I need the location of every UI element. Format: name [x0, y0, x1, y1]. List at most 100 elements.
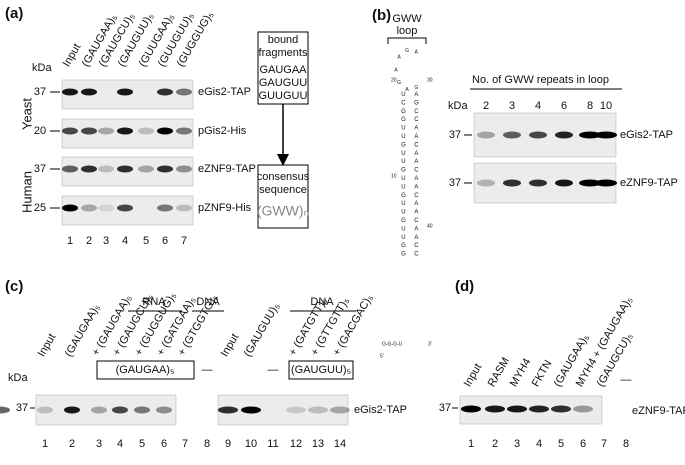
band [138, 127, 154, 135]
protein-label: eZNF9-TAP [198, 163, 256, 175]
repeat-number: 3 [509, 100, 515, 112]
position: 10 [391, 173, 397, 179]
band [579, 179, 601, 187]
band [91, 406, 107, 414]
group-label: Human [19, 171, 34, 213]
blot [217, 394, 349, 426]
band [241, 406, 261, 414]
lane-number: 10 [245, 438, 257, 450]
box-label: (GAUGAA)₅ [116, 364, 175, 376]
none-label: — [621, 374, 632, 386]
blot [35, 394, 177, 426]
flow-fragment: GUUGUU [259, 90, 308, 102]
marker-kda: 20 [34, 125, 46, 137]
lane-number: 3 [96, 438, 102, 450]
marker-kda: 37 [449, 129, 461, 141]
lane-number: 5 [143, 235, 149, 247]
protein-label: eGis2-TAP [354, 404, 407, 416]
nucleotide: A [397, 55, 401, 61]
lane-number: 3 [514, 438, 520, 450]
lane-number: 6 [580, 438, 586, 450]
flow-fragment: GAUGUU [259, 77, 307, 89]
group-label: DNA [196, 296, 220, 308]
box [96, 360, 195, 380]
lane-number: 7 [181, 235, 187, 247]
nucleotide: G [414, 85, 418, 91]
lane-number: 14 [334, 438, 346, 450]
position: 20 [391, 77, 397, 83]
band [595, 131, 617, 139]
band [62, 127, 78, 135]
marker-kda: 25 [34, 202, 46, 214]
nucleotide: G [405, 48, 409, 54]
lane-number: 4 [117, 438, 123, 450]
bracket [387, 37, 427, 44]
lane-number: 2 [492, 438, 498, 450]
band [81, 165, 97, 173]
flow-text: sequence [259, 184, 307, 196]
band [529, 131, 547, 139]
band [157, 127, 173, 135]
lane-header: Input [462, 362, 485, 389]
marker-kda: 37 [16, 402, 28, 414]
repeat-number: 4 [535, 100, 541, 112]
band [81, 88, 97, 96]
band [330, 406, 350, 414]
lane-header: (GAUGUU)₅ [242, 301, 282, 359]
lane-number: 5 [139, 438, 145, 450]
band [81, 127, 97, 135]
none-label: — [202, 364, 213, 376]
lane-header: Input [219, 332, 242, 359]
band [98, 127, 114, 135]
lane-number: 6 [162, 235, 168, 247]
loop-label: loop [397, 25, 418, 37]
band [551, 405, 571, 413]
band [156, 406, 172, 414]
end: 3' [428, 341, 432, 347]
lane-number: 4 [122, 235, 128, 247]
lane-number: 1 [42, 438, 48, 450]
lane-header: Input [36, 332, 59, 359]
band [117, 165, 133, 173]
repeat-number: 8 [587, 100, 593, 112]
band [157, 165, 173, 173]
group-label: DNA [310, 296, 334, 308]
band [98, 165, 114, 173]
band [176, 127, 192, 135]
protein-label: eGis2-TAP [198, 86, 251, 98]
marker-kda: 37 [439, 402, 451, 414]
band [529, 405, 549, 413]
band [117, 127, 133, 135]
band [62, 204, 78, 212]
group-label: RNA [142, 296, 166, 308]
band [555, 179, 573, 187]
band [286, 406, 306, 414]
consensus: (GWW)ₙ [257, 203, 309, 219]
lane-number: 13 [312, 438, 324, 450]
flow-text: consensus [257, 171, 310, 183]
band [117, 88, 133, 96]
band [112, 406, 128, 414]
flow-text: fragments [259, 47, 308, 59]
panel-label: (a) [5, 5, 23, 22]
band [64, 406, 80, 414]
band [503, 131, 521, 139]
tail: G-G-G-U [382, 341, 403, 347]
lane-number: 2 [69, 438, 75, 450]
lane-number: 7 [182, 438, 188, 450]
stem: UCGGUUGUUGUUGUUGUUGG [400, 92, 406, 260]
lane-number: 9 [225, 438, 231, 450]
band [37, 406, 53, 414]
panel-label: (c) [5, 278, 23, 295]
band [477, 131, 495, 139]
band [595, 179, 617, 187]
box-label: (GAUGUU)₅ [291, 364, 351, 376]
box [257, 164, 309, 229]
protein-label: eZNF9-TAP [620, 177, 678, 189]
protein-label: eGis2-TAP [620, 129, 673, 141]
group-label: Yeast [19, 98, 34, 130]
band [579, 131, 601, 139]
band [81, 204, 97, 212]
kda-label: kDa [32, 62, 52, 74]
lane-number: 8 [623, 438, 629, 450]
